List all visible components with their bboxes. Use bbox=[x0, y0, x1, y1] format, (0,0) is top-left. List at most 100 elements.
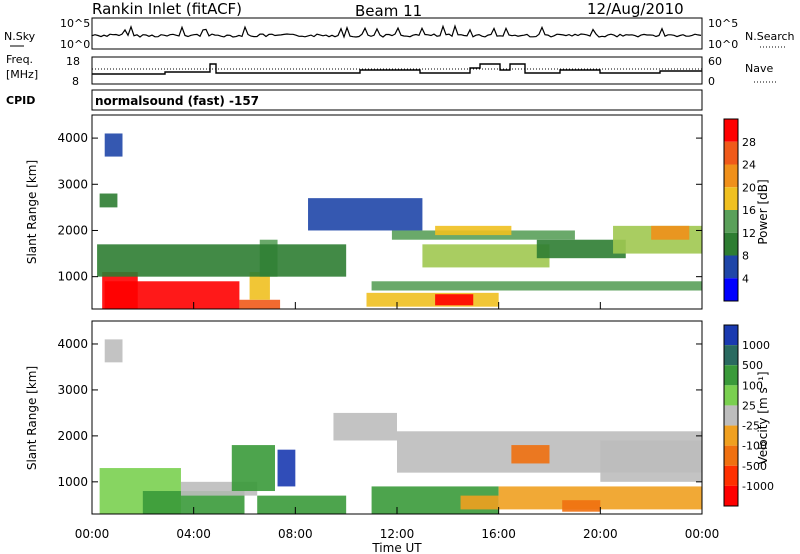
heatmap-cell bbox=[422, 244, 550, 268]
colorbar-tick-label: 28 bbox=[742, 136, 756, 149]
colorbar-segment bbox=[724, 465, 738, 486]
colorbar-segment bbox=[724, 187, 738, 210]
heatmap-cell bbox=[277, 449, 296, 487]
heatmap-cell bbox=[536, 239, 626, 259]
colorbar-tick-label: 16 bbox=[742, 204, 756, 217]
colorbar-segment bbox=[724, 445, 738, 466]
colorbar-segment bbox=[724, 485, 738, 506]
y-tick-label: 1000 bbox=[57, 270, 88, 284]
colorbar-tick-label: 1000 bbox=[742, 339, 770, 352]
nsky-right-top-tick: 10^5 bbox=[708, 17, 738, 30]
x-tick-label: 08:00 bbox=[278, 527, 313, 541]
velocity-colorbar-label: Velocity [m s⁻¹] bbox=[756, 371, 770, 464]
heatmap-cell bbox=[511, 445, 550, 464]
velocity-y-label: Slant Range [km] bbox=[25, 366, 39, 470]
nsearch-label: N.Search bbox=[745, 30, 795, 43]
y-tick-label: 4000 bbox=[57, 131, 88, 145]
heatmap-cell bbox=[99, 193, 118, 208]
x-tick-label: 20:00 bbox=[583, 527, 618, 541]
nsky-left-top-tick: 10^5 bbox=[60, 17, 90, 30]
heatmap-cell bbox=[104, 339, 123, 363]
x-tick-label: 00:00 bbox=[75, 527, 110, 541]
colorbar-tick-label: 24 bbox=[742, 159, 756, 172]
nave-label: Nave bbox=[745, 62, 773, 75]
colorbar-tick-label: -100 bbox=[742, 440, 767, 453]
power-y-axis: 1000 2000 3000 4000 bbox=[57, 131, 702, 284]
date-title: 12/Aug/2010 bbox=[587, 0, 684, 18]
colorbar-segment bbox=[724, 119, 738, 142]
heatmap-cell bbox=[366, 292, 499, 307]
heatmap-cell bbox=[435, 294, 474, 306]
heatmap-cell bbox=[600, 440, 702, 482]
velocity-colorbar: 1000 500 100 25 -25 -100 -500 -1000 bbox=[723, 324, 774, 507]
nsky-label: N.Sky bbox=[4, 30, 36, 43]
station-title: Rankin Inlet (fitACF) bbox=[92, 0, 242, 18]
cpid-panel-frame bbox=[91, 89, 703, 111]
power-colorbar-label: Power [dB] bbox=[756, 179, 770, 244]
freq-top-tick: 18 bbox=[66, 55, 80, 68]
heatmap-cell bbox=[102, 272, 138, 309]
colorbar-frame bbox=[723, 118, 739, 302]
nsky-panel-frame bbox=[91, 17, 703, 50]
y-tick-label: 3000 bbox=[57, 383, 88, 397]
velocity-y-axis: 1000 2000 3000 4000 bbox=[57, 337, 702, 489]
cpid-value: normalsound (fast) -157 bbox=[95, 94, 259, 108]
x-tick-label: 12:00 bbox=[380, 527, 415, 541]
heatmap-cell bbox=[498, 486, 702, 510]
colorbar-segment bbox=[724, 164, 738, 188]
colorbar-tick-label: 12 bbox=[742, 227, 756, 240]
nsky-left-bottom-tick: 10^0 bbox=[60, 38, 90, 51]
heatmap-cell bbox=[333, 412, 397, 441]
beam-title: Beam 11 bbox=[355, 2, 422, 20]
heatmap-cell bbox=[371, 281, 702, 291]
heatmap-cell bbox=[257, 495, 347, 514]
nsky-right-bottom-tick: 10^0 bbox=[708, 38, 738, 51]
colorbar-tick-label: -25 bbox=[742, 420, 760, 433]
y-tick-label: 2000 bbox=[57, 429, 88, 443]
heatmap-cell bbox=[562, 500, 601, 512]
colorbar-segment bbox=[724, 210, 738, 233]
freq-label: Freq. bbox=[6, 53, 33, 66]
heatmap-cell bbox=[231, 445, 275, 492]
colorbar-segment bbox=[724, 141, 738, 165]
colorbar-tick-label: 100 bbox=[742, 379, 763, 392]
colorbar-tick-label: 20 bbox=[742, 181, 756, 194]
colorbar-segment bbox=[724, 232, 738, 256]
heatmap-cell bbox=[104, 133, 123, 157]
colorbar-segment bbox=[724, 385, 738, 406]
x-tick-label: 00:00 bbox=[685, 527, 720, 541]
freq-trace bbox=[92, 63, 702, 75]
y-tick-label: 1000 bbox=[57, 475, 88, 489]
x-tick-label: 16:00 bbox=[481, 527, 516, 541]
freq-unit: [MHz] bbox=[6, 68, 38, 81]
colorbar-tick-label: 8 bbox=[742, 250, 749, 263]
freq-bottom-tick: 8 bbox=[72, 75, 79, 88]
colorbar-tick-label: 25 bbox=[742, 399, 756, 412]
x-tick-label: 04:00 bbox=[176, 527, 211, 541]
nave-top-tick: 60 bbox=[708, 55, 722, 68]
power-y-label: Slant Range [km] bbox=[25, 160, 39, 264]
heatmap-cell bbox=[142, 491, 245, 514]
heatmap-cell bbox=[460, 495, 499, 510]
colorbar-segment bbox=[724, 405, 738, 426]
colorbar-frame bbox=[723, 324, 739, 507]
heatmap-cell bbox=[239, 299, 281, 309]
heatmap-cell bbox=[308, 198, 423, 231]
y-tick-label: 2000 bbox=[57, 223, 88, 237]
colorbar-segment bbox=[724, 325, 738, 346]
colorbar-segment bbox=[724, 255, 738, 279]
colorbar-tick-label: 500 bbox=[742, 359, 763, 372]
time-x-axis: 00:00 04:00 08:00 12:00 16:00 20:00 00:00 bbox=[75, 302, 720, 541]
cpid-label: CPID bbox=[6, 94, 35, 107]
colorbar-tick-label: -1000 bbox=[742, 480, 774, 493]
nsky-trace bbox=[91, 24, 702, 39]
x-axis-label: Time UT bbox=[371, 541, 422, 554]
colorbar-tick-label: 4 bbox=[742, 272, 749, 285]
heatmap-cell bbox=[97, 244, 347, 277]
nave-bottom-tick: 0 bbox=[708, 75, 715, 88]
power-heatmap-cells bbox=[97, 133, 702, 309]
y-tick-label: 3000 bbox=[57, 177, 88, 191]
heatmap-cell bbox=[249, 272, 270, 300]
colorbar-tick-label: -500 bbox=[742, 460, 767, 473]
